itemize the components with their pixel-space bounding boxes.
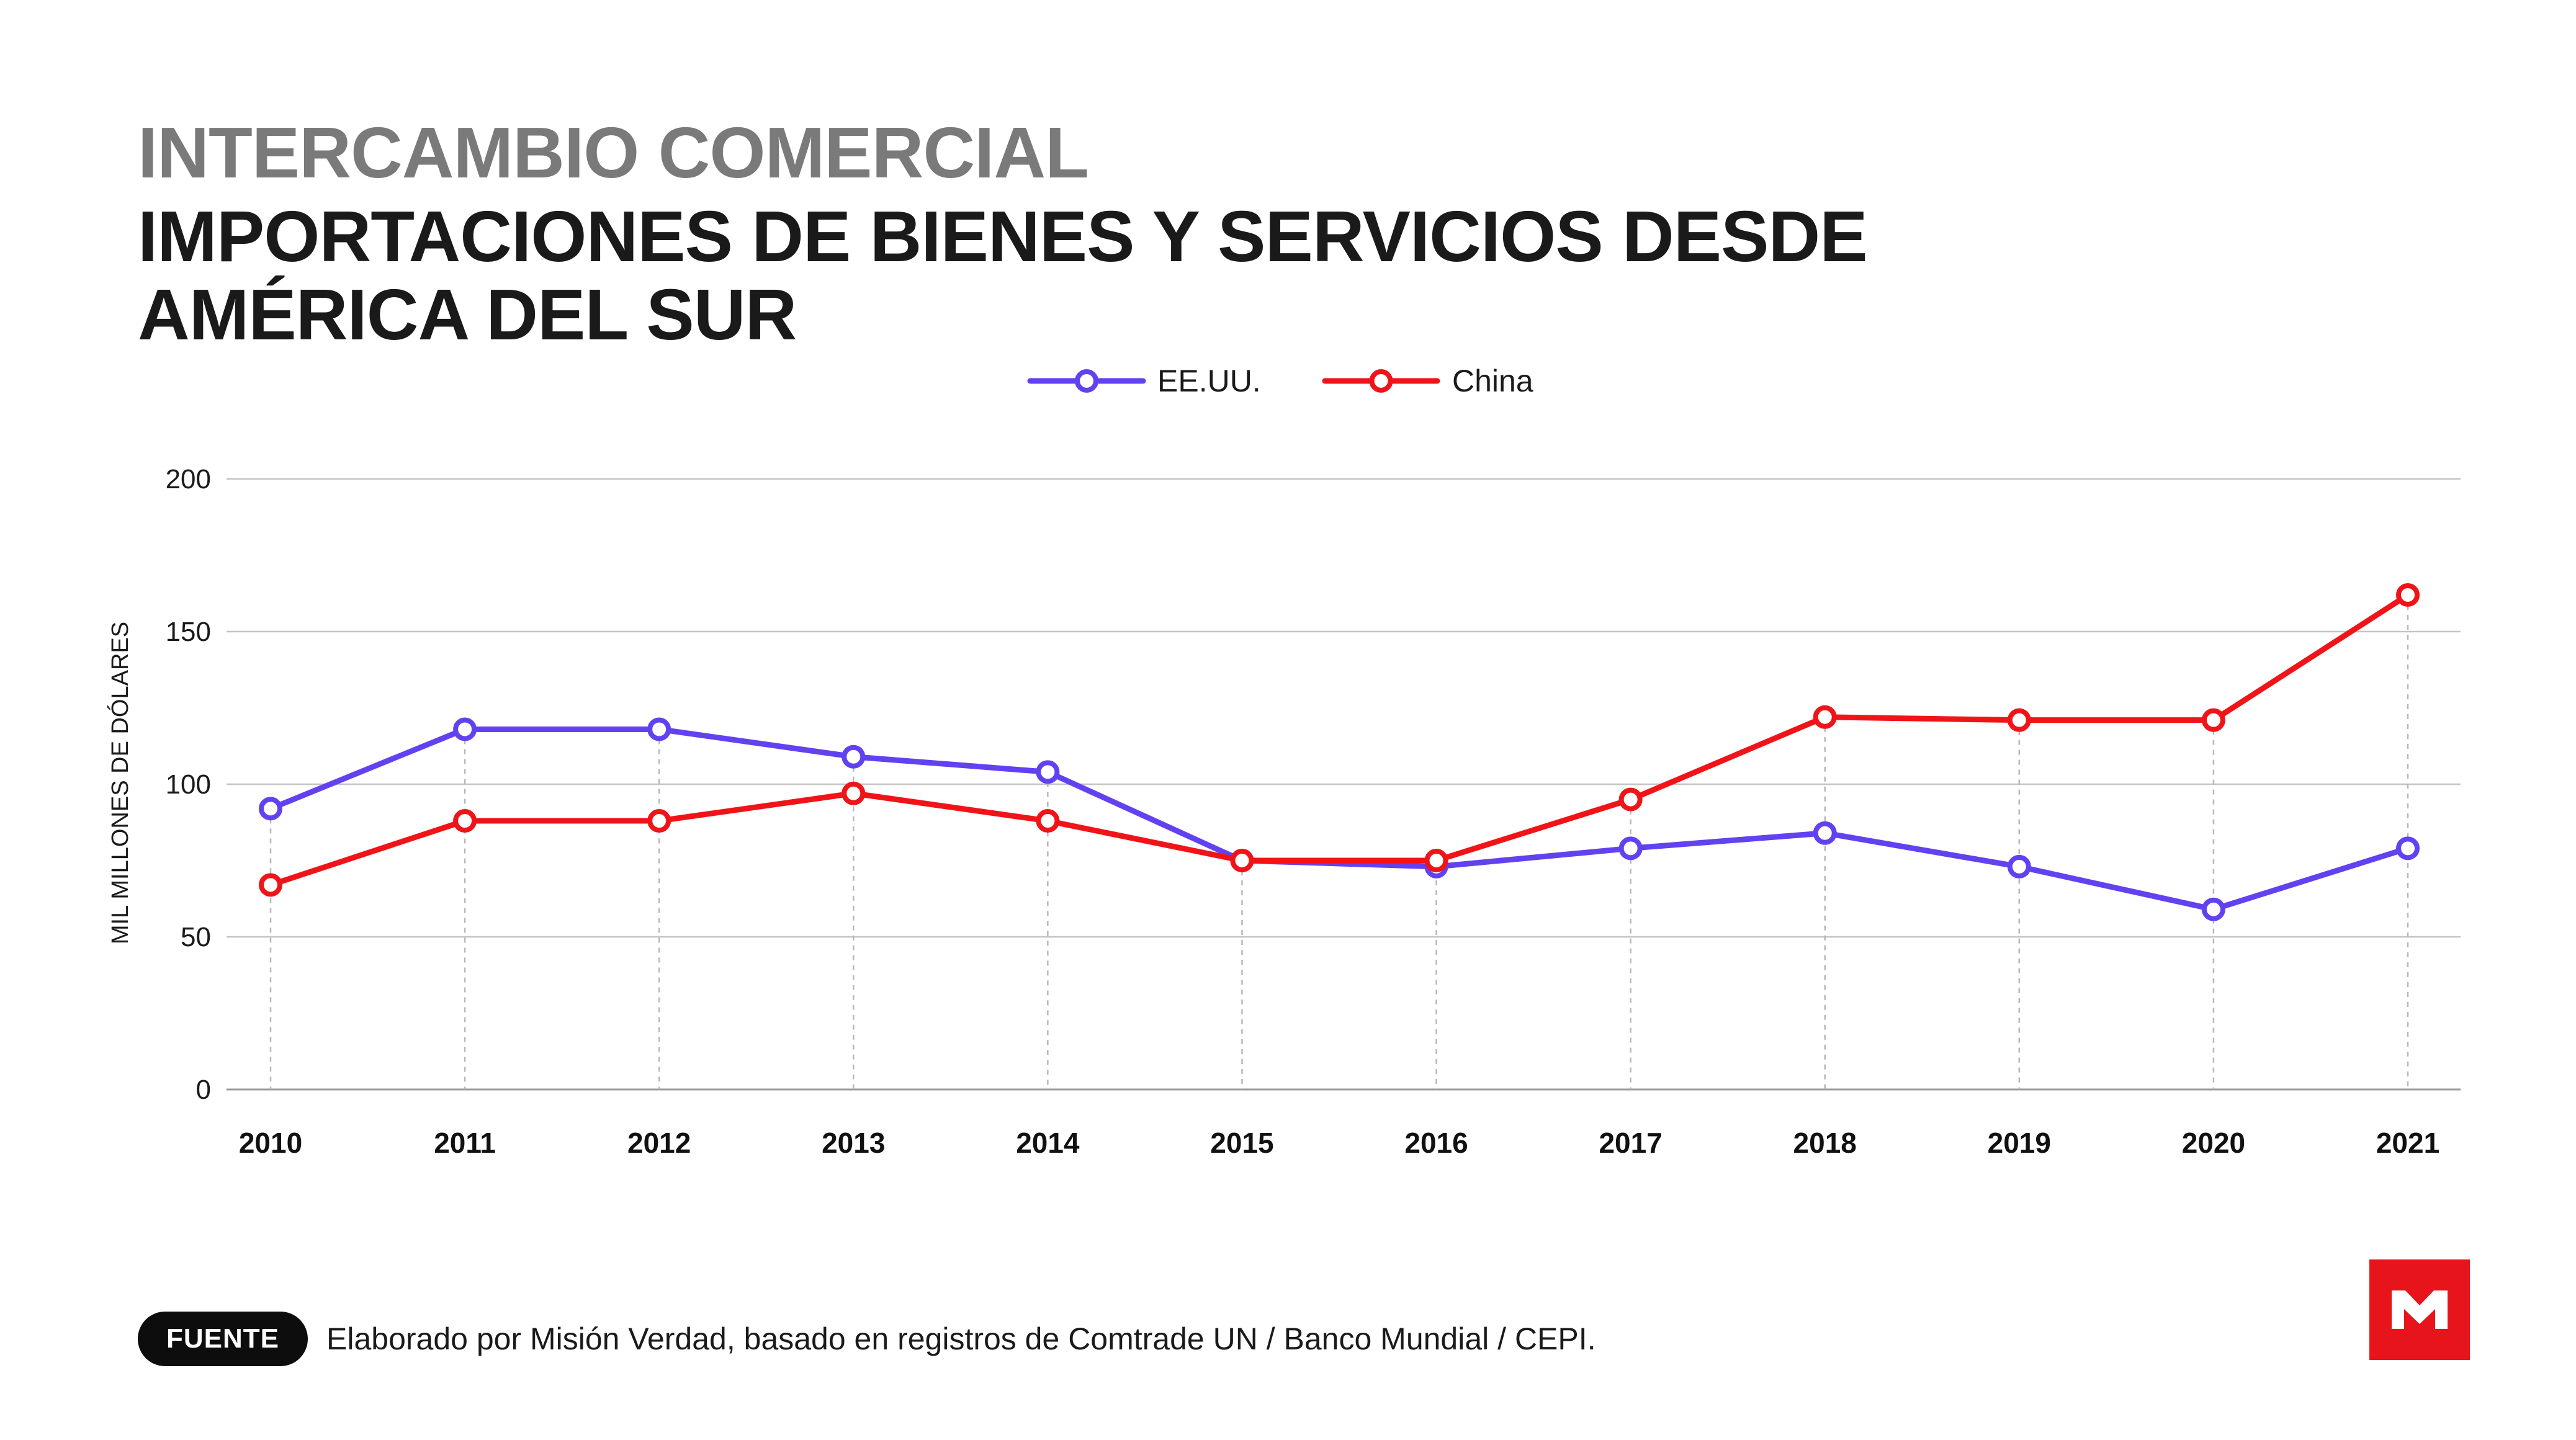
x-tick-label: 2013 (822, 1127, 885, 1159)
data-point (841, 781, 866, 805)
y-axis-label: MIL MILLONES DE DÓLARES (107, 622, 133, 944)
source-badge: FUENTE (138, 1312, 308, 1366)
data-point (2396, 836, 2420, 861)
data-point (2007, 708, 2031, 732)
data-point (453, 809, 477, 833)
y-tick-label: 200 (166, 464, 211, 494)
data-point (1813, 705, 1837, 729)
x-guides (269, 594, 2409, 1089)
legend-swatch-marker (1075, 369, 1098, 393)
legend-label: China (1452, 364, 1533, 398)
data-point (1036, 760, 1060, 784)
x-tick-label: 2020 (2182, 1127, 2245, 1159)
data-point (259, 873, 282, 897)
series-line (267, 726, 2411, 913)
gridlines (227, 478, 2461, 1091)
series-line (267, 592, 2411, 888)
data-point (259, 797, 282, 821)
legend-swatch-marker (1369, 369, 1393, 393)
source-text: Elaborado por Misión Verdad, basado en r… (326, 1321, 1596, 1356)
data-point (1813, 821, 1837, 845)
x-tick-label: 2012 (627, 1127, 691, 1159)
chart-supertitle: INTERCAMBIO COMERCIAL (138, 112, 1089, 193)
y-tick-labels: 0 50 100 150 200 (166, 464, 211, 1105)
x-tick-label: 2016 (1404, 1127, 1468, 1159)
data-point (1424, 849, 1448, 872)
x-tick-label: 2015 (1210, 1127, 1273, 1159)
data-point (2396, 583, 2420, 607)
footer: FUENTE Elaborado por Misión Verdad, basa… (138, 1312, 1596, 1366)
data-point (1618, 836, 1643, 861)
data-point (1618, 787, 1643, 812)
data-point (1230, 849, 1254, 872)
y-tick-label: 100 (166, 769, 211, 800)
chart-title: IMPORTACIONES DE BIENES Y SERVICIOS DESD… (138, 196, 1868, 355)
legend: EE.UU. China (1027, 364, 1533, 398)
data-point (647, 809, 671, 833)
mision-verdad-logo-icon (2369, 1259, 2470, 1360)
data-point (647, 717, 671, 741)
y-tick-label: 50 (181, 922, 211, 952)
x-tick-label: 2021 (2376, 1127, 2439, 1159)
x-tick-label: 2011 (434, 1127, 496, 1159)
x-tick-labels: 2010 2011 2012 2013 2014 2015 2016 2017 2018 2019… (239, 1127, 2439, 1159)
x-tick-label: 2018 (1793, 1127, 1857, 1159)
series-group (259, 583, 2420, 921)
y-tick-label: 0 (196, 1075, 211, 1105)
legend-label: EE.UU. (1157, 364, 1261, 398)
x-tick-label: 2019 (1988, 1127, 2051, 1159)
data-point (2201, 708, 2225, 732)
x-tick-label: 2014 (1016, 1127, 1080, 1159)
x-tick-label: 2010 (239, 1127, 302, 1159)
legend-item-eeuu: EE.UU. (1027, 364, 1261, 398)
data-point (1036, 809, 1060, 833)
legend-item-china: China (1322, 364, 1533, 398)
data-point (453, 717, 477, 741)
data-point (2007, 854, 2031, 879)
data-point (2201, 897, 2225, 921)
y-tick-label: 150 (166, 617, 211, 647)
data-point (841, 745, 866, 769)
x-tick-label: 2017 (1599, 1127, 1662, 1159)
series-china (259, 583, 2420, 897)
